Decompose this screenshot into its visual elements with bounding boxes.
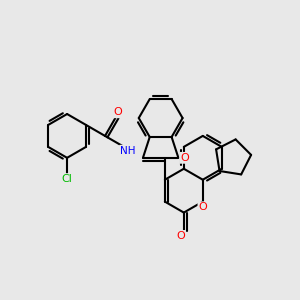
- Text: O: O: [180, 153, 189, 163]
- Text: Cl: Cl: [62, 174, 73, 184]
- Text: O: O: [198, 202, 207, 212]
- Text: NH: NH: [120, 146, 136, 156]
- Text: O: O: [113, 107, 122, 117]
- Text: O: O: [176, 231, 185, 241]
